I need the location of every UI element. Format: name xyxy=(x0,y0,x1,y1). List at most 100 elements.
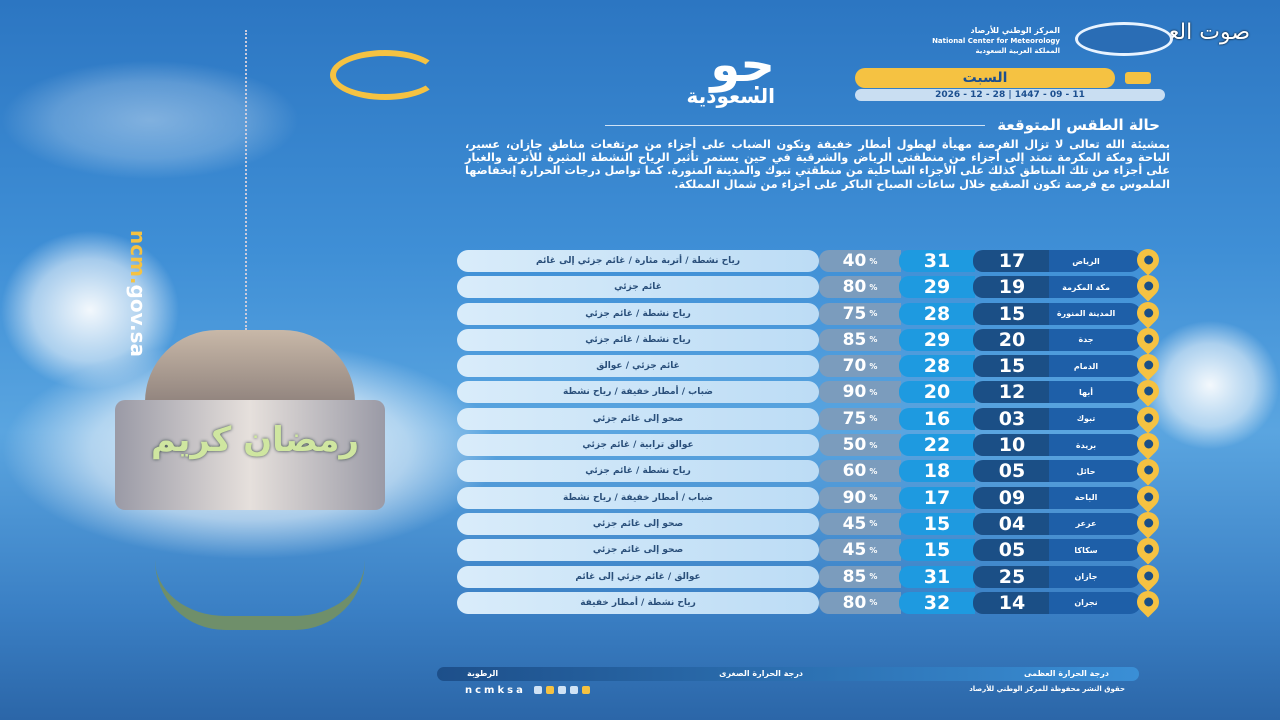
humidity-cell: 80% xyxy=(819,591,901,614)
min-temp: 05 xyxy=(973,539,1051,562)
humidity-value: 75 xyxy=(842,408,867,429)
humidity-cell: 45% xyxy=(819,539,901,562)
instagram-icon[interactable] xyxy=(557,685,566,694)
humidity-value: 90 xyxy=(842,382,867,403)
location-pin-icon xyxy=(1132,270,1164,302)
humidity-unit: % xyxy=(869,335,878,345)
org-country: المملكة العربية السعودية xyxy=(975,47,1060,55)
humidity-cell: 75% xyxy=(819,302,901,325)
org-name-en: National Center for Meteorology xyxy=(932,37,1060,45)
weather-description: رياح نشطة / أمطار خفيفة xyxy=(457,591,819,614)
max-temp: 28 xyxy=(899,302,975,325)
weather-description: صحو إلى غائم جزئي xyxy=(457,407,819,430)
location-pin-icon xyxy=(1132,454,1164,486)
max-temp: 32 xyxy=(899,591,975,614)
website-part: ncm. xyxy=(126,230,150,285)
legend-min: درجة الحرارة الصغرى xyxy=(719,669,804,678)
humidity-value: 45 xyxy=(842,540,867,561)
location-pin-icon xyxy=(1132,507,1164,539)
max-temp: 31 xyxy=(899,565,975,588)
min-temp: 04 xyxy=(973,512,1051,535)
location-pin-icon xyxy=(1132,244,1164,276)
humidity-cell: 85% xyxy=(819,565,901,588)
max-temp: 18 xyxy=(899,460,975,483)
forecast-row: عوالق / غائم جزئي إلى غائم 85% 31 25 جاز… xyxy=(455,560,1165,592)
city-name: سكاكا xyxy=(1049,539,1141,562)
humidity-unit: % xyxy=(869,598,878,608)
max-temp: 17 xyxy=(899,486,975,509)
min-temp: 12 xyxy=(973,381,1051,404)
forecast-row: ضباب / أمطار خفيفة / رياح نشطة 90% 20 12… xyxy=(455,375,1165,408)
legend-bar: درجة الحرارة العظمى درجة الحرارة الصغرى … xyxy=(437,667,1139,681)
snapchat-icon[interactable] xyxy=(545,685,554,694)
city-name: نجران xyxy=(1049,591,1141,614)
humidity-value: 45 xyxy=(842,513,867,534)
humidity-cell: 70% xyxy=(819,355,901,378)
humidity-unit: % xyxy=(869,545,878,555)
ramadan-greeting: رمضان كريم xyxy=(150,420,360,460)
min-temp: 05 xyxy=(973,460,1051,483)
city-name: المدينة المنورة xyxy=(1049,302,1141,325)
max-temp: 31 xyxy=(899,250,975,272)
location-pin-icon xyxy=(1132,323,1164,355)
section-title: حالة الطقس المتوقعة xyxy=(470,116,1160,134)
humidity-cell: 50% xyxy=(819,434,901,457)
humidity-unit: % xyxy=(869,466,878,476)
x-icon[interactable] xyxy=(533,685,542,694)
forecast-row: صحو إلى غائم جزئي 45% 15 05 سكاكا xyxy=(455,533,1165,565)
forecast-row: غائم جزئي 80% 29 19 مكة المكرمة xyxy=(455,270,1165,302)
humidity-value: 40 xyxy=(842,251,867,271)
ncm-logo xyxy=(1075,22,1173,56)
lantern-image xyxy=(90,330,410,530)
min-temp: 20 xyxy=(973,328,1051,351)
min-temp: 10 xyxy=(973,434,1051,457)
city-name: بريدة xyxy=(1049,434,1141,457)
city-name: الدمام xyxy=(1049,355,1141,378)
social-icons xyxy=(532,685,592,696)
forecast-paragraph: بمشيئة الله تعالى لا تزال الفرصة مهيأة ل… xyxy=(465,138,1170,191)
humidity-unit: % xyxy=(869,519,878,529)
humidity-cell: 90% xyxy=(819,486,901,509)
linkedin-icon[interactable] xyxy=(569,685,578,694)
humidity-unit: % xyxy=(869,361,878,371)
humidity-value: 80 xyxy=(842,277,867,298)
calendar-icon xyxy=(1125,72,1151,84)
forecast-row: غائم جزئي / عوالق 70% 28 15 الدمام xyxy=(455,349,1165,381)
location-pin-icon xyxy=(1132,560,1164,592)
website-label: ncm.gov.sa xyxy=(126,230,150,357)
social-handle: ncmksa xyxy=(465,685,526,696)
location-pin-icon xyxy=(1132,481,1164,513)
city-name: عرعر xyxy=(1049,512,1141,535)
location-pin-icon xyxy=(1132,375,1164,408)
forecast-row: رياح نشطة / غائم جزئي 75% 28 15 المدينة … xyxy=(455,297,1165,329)
city-name: حائل xyxy=(1049,460,1141,483)
humidity-value: 60 xyxy=(842,461,867,482)
max-temp: 22 xyxy=(899,434,975,457)
brand-ring xyxy=(330,50,440,100)
forecast-row: عوالق ترابية / غائم جزئي 50% 22 10 بريدة xyxy=(455,428,1165,460)
min-temp: 03 xyxy=(973,407,1051,430)
weather-description: صحو إلى غائم جزئي xyxy=(457,539,819,562)
city-name: أبها xyxy=(1049,381,1141,404)
youtube-icon[interactable] xyxy=(581,685,590,694)
location-pin-icon xyxy=(1132,402,1164,434)
lantern-chain xyxy=(245,30,251,330)
weather-description: رياح نشطة / غائم جزئي xyxy=(457,302,819,325)
cloud xyxy=(0,60,300,180)
min-temp: 19 xyxy=(973,276,1051,299)
max-temp: 16 xyxy=(899,407,975,430)
weather-description: ضباب / أمطار خفيفة / رياح نشطة xyxy=(457,486,819,509)
org-name: المركز الوطني للأرصاد National Center fo… xyxy=(835,26,1060,56)
forecast-table: رياح نشطة / أتربة مثارة / غائم جزئي إلى … xyxy=(455,244,1165,618)
max-temp: 29 xyxy=(899,328,975,351)
humidity-unit: % xyxy=(869,256,878,266)
lantern-dome xyxy=(145,330,355,410)
weather-description: غائم جزئي xyxy=(457,276,819,299)
city-name: الرياض xyxy=(1049,250,1141,272)
lantern-body xyxy=(115,400,385,510)
humidity-unit: % xyxy=(869,387,878,397)
location-pin-icon xyxy=(1132,349,1164,381)
max-temp: 28 xyxy=(899,355,975,378)
min-temp: 15 xyxy=(973,302,1051,325)
min-temp: 25 xyxy=(973,565,1051,588)
